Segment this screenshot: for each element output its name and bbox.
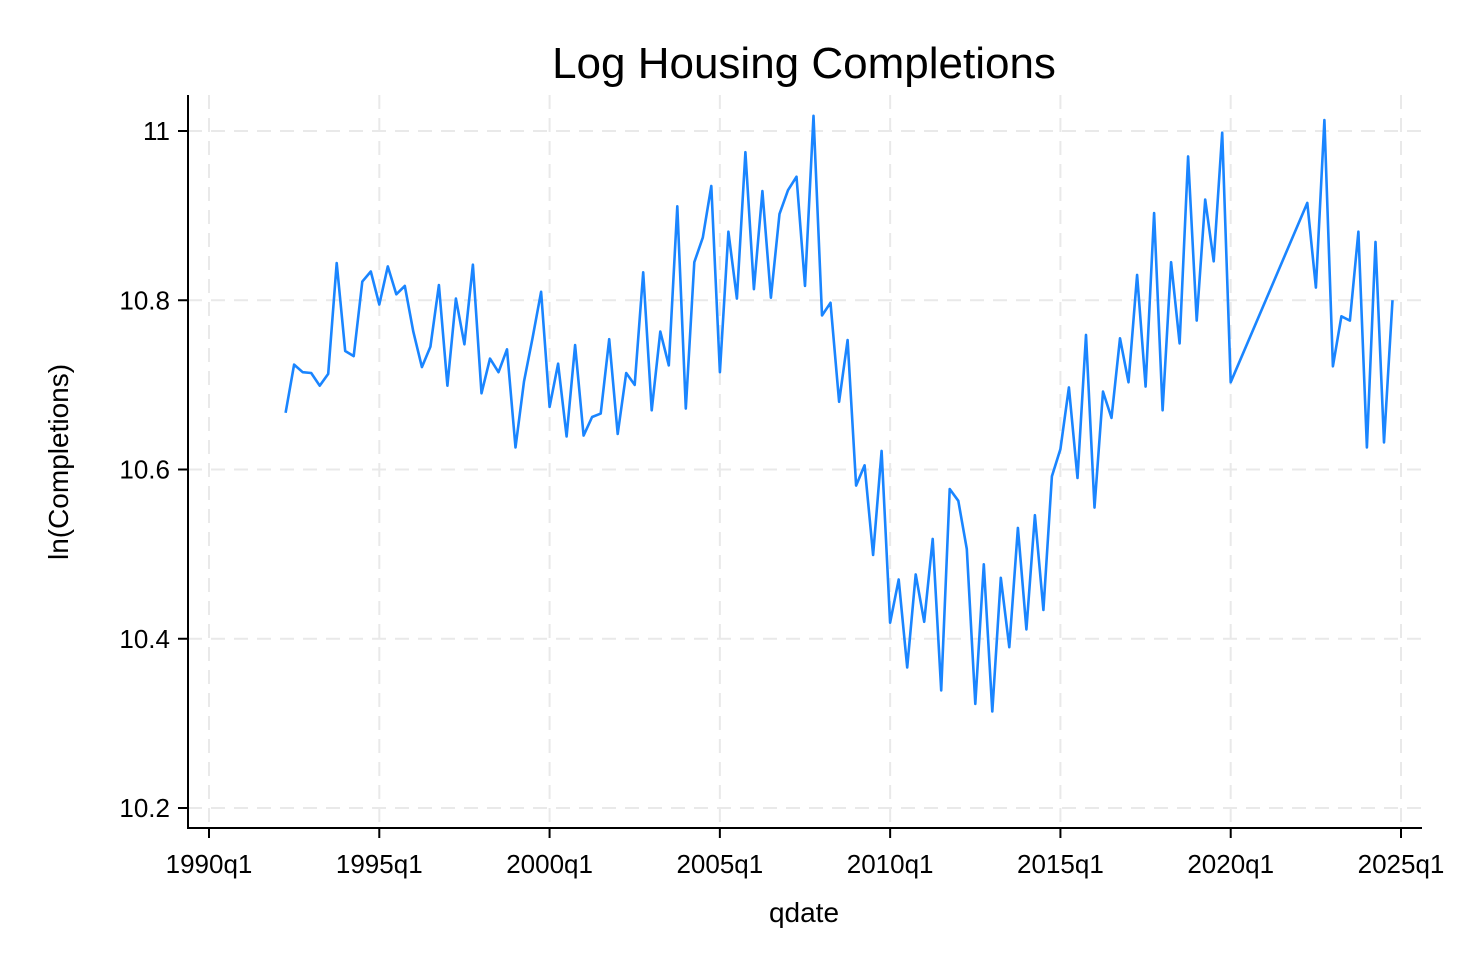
x-ticks: 1990q1 1995q1 2000q1 2005q1 2010q1 2015q1 2020… (166, 828, 1445, 879)
chart-title: Log Housing Completions (552, 39, 1056, 88)
y-axis-label: ln(Completions) (43, 364, 74, 560)
y-tick-label: 10.2 (119, 793, 170, 823)
series-line (284, 114, 1394, 713)
y-tick-label: 11 (143, 116, 170, 146)
x-tick-label: 2025q1 (1358, 849, 1445, 879)
axes (187, 95, 1422, 829)
x-tick-label: 1995q1 (336, 849, 423, 879)
x-tick-label: 1990q1 (166, 849, 253, 879)
y-tick-label: 10.6 (119, 455, 170, 485)
x-axis-label: qdate (769, 897, 839, 928)
x-tick-label: 2020q1 (1187, 849, 1274, 879)
grid (188, 95, 1422, 828)
x-tick-label: 2005q1 (676, 849, 763, 879)
x-tick-label: 2015q1 (1017, 849, 1104, 879)
x-tick-label: 2000q1 (506, 849, 593, 879)
y-tick-label: 10.8 (119, 285, 170, 315)
y-tick-label: 10.4 (119, 624, 170, 654)
y-ticks: 10.2 10.4 10.6 10.8 11 (119, 116, 188, 823)
series (284, 114, 1394, 713)
x-tick-label: 2010q1 (847, 849, 934, 879)
